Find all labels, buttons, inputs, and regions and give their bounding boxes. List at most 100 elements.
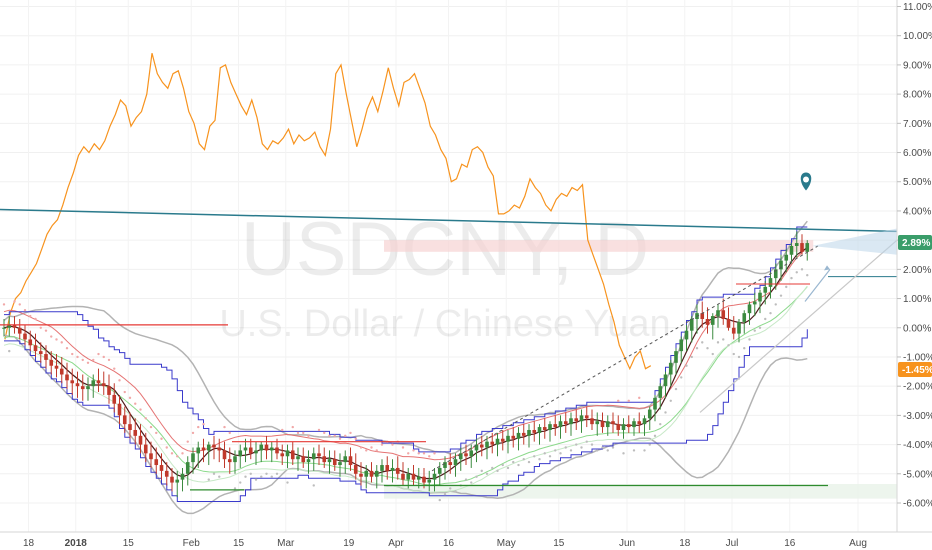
sar-dot [590,443,594,446]
pin-hole [803,176,809,183]
x-tick-label: 18 [679,538,691,549]
drawing-tools[interactable] [0,172,898,491]
candle-body [128,424,132,430]
sar-dot [653,434,657,438]
candle-body [311,453,316,460]
sar-dot [65,347,69,350]
sar-dot [39,326,42,329]
sar-dot [538,457,541,461]
candle-body [605,421,610,428]
sar-dot [564,446,567,449]
candle-body [464,453,468,457]
sar-dot [328,434,331,438]
candle-body [154,459,159,466]
price-badge [898,235,932,250]
y-tick-label: 0.00% [903,323,931,334]
candle-body [338,462,342,466]
sar-dot [690,355,693,359]
sar-dot [13,300,16,303]
sar-dot [134,402,137,405]
y-tick-label: 8.00% [903,90,931,101]
candle-body [485,441,489,448]
candle-body [742,313,747,322]
x-tick-label: Jun [619,538,635,549]
candle-body [395,467,400,474]
sar-dot [338,437,342,440]
x-tick-label: Jul [726,538,739,549]
sar-dot [638,396,641,400]
sar-dot [223,425,226,429]
sar-dot [659,422,662,426]
sar-dot [391,443,394,446]
sar-dot [680,376,683,379]
candle-body [448,462,453,466]
sar-dot [585,440,588,443]
sar-dot [249,472,252,475]
candle-body [800,243,804,252]
candle-body [590,418,594,425]
candle-body [500,438,505,442]
candle-body [175,479,180,483]
candle-body [91,380,96,387]
price-axis[interactable] [0,0,932,533]
sar-dot [333,434,336,438]
sar-dot [60,341,63,344]
sar-dot [758,326,762,329]
candle-body [133,429,138,436]
sar-dot [580,446,583,449]
sar-dot [412,449,415,452]
sar-dot [695,347,699,350]
sar-dot [380,443,384,446]
candle-body [269,447,274,451]
x-tick-label: 15 [233,538,245,549]
sar-dot [737,355,741,359]
sar-dot [428,455,431,458]
candle-body [206,444,211,451]
candle-body [705,319,710,325]
candle-body [275,447,279,454]
sar-dot [470,481,473,484]
candle-body [70,380,75,384]
candle-body [343,456,348,463]
candle-body [563,421,568,425]
arrow-head [824,265,830,271]
sar-dot [228,431,231,435]
candle-body [117,403,122,416]
sar-dot [317,428,321,432]
candle-body [679,339,684,352]
candle-body [516,432,521,439]
sar-dot [370,446,373,449]
sar-dot [34,317,37,321]
moving-average-fast [3,247,808,480]
sar-dot [181,452,184,455]
candle-body [238,450,243,457]
sar-dot [81,358,84,362]
sar-dot [8,349,11,353]
candle-body [233,456,237,463]
candle-body [658,386,663,398]
candle-body [248,447,253,454]
candle-body [301,456,306,463]
sar-dot [102,355,105,359]
candle-body [364,470,369,477]
trendline-dashed [431,245,819,472]
sar-dot [359,446,363,449]
candle-body [86,386,90,390]
candle-body [322,456,327,463]
candle-body [479,444,484,448]
candle-body [38,351,43,355]
sar-dot [86,361,90,365]
candle-body [542,427,547,430]
candle-body [432,473,437,480]
candle-body [616,424,621,430]
candle-body [227,459,232,463]
candle-body [784,254,789,261]
sar-dot [170,452,174,455]
x-tick-label: 16 [784,538,796,549]
candle-body [359,473,363,477]
watermark-description: U.S. Dollar / Chinese Yuan [219,303,670,345]
sar-dot [543,452,546,455]
candle-body [17,327,22,334]
